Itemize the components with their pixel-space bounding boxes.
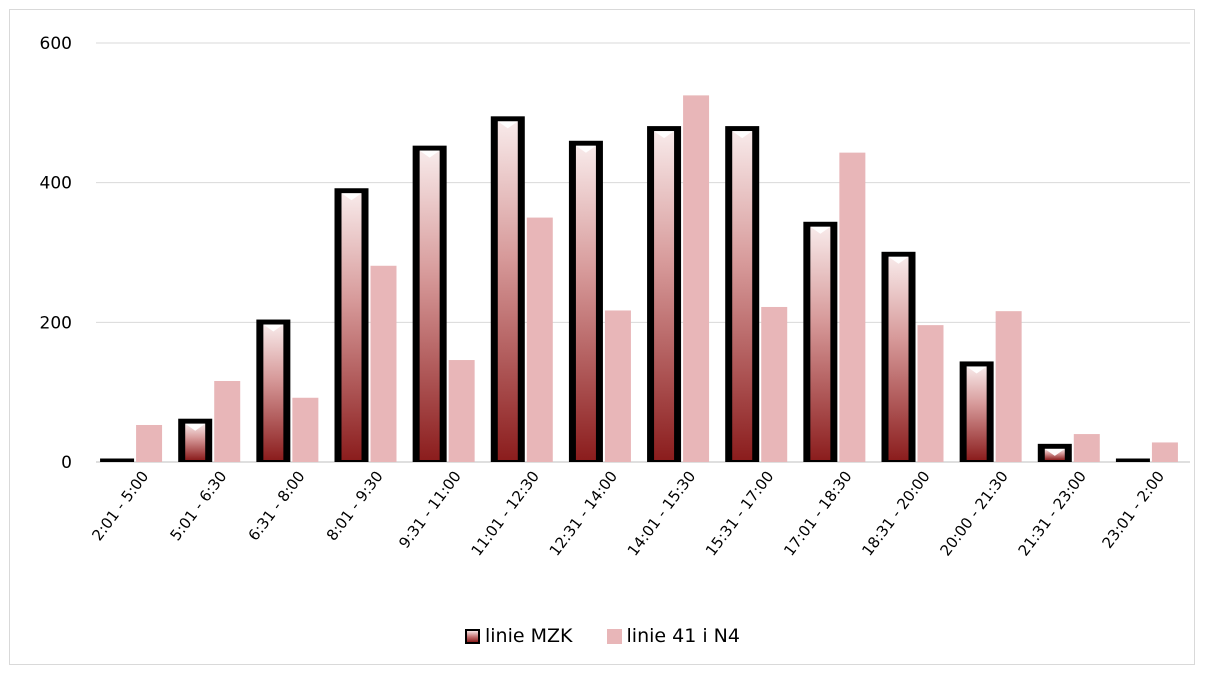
- bar-linie-mzk-fill: [810, 226, 831, 460]
- x-tick-label: 2:01 - 5:00: [88, 468, 152, 545]
- x-tick-label: 9:31 - 11:00: [395, 468, 465, 552]
- legend-item-41-n4: linie 41 i N4: [606, 625, 740, 647]
- bar-linie-41-n4: [448, 360, 475, 462]
- bar-linie-mzk-fill: [966, 366, 987, 460]
- x-tick-label: 11:01 - 12:30: [468, 468, 543, 560]
- bar-linie-mzk-fill: [185, 423, 206, 460]
- bar-linie-mzk-fill: [654, 131, 675, 460]
- bar-linie-41-n4: [1073, 434, 1100, 462]
- bar-linie-mzk-fill: [888, 256, 909, 460]
- bar-linie-mzk-bevel: [966, 366, 987, 374]
- bar-linie-41-n4: [526, 217, 553, 462]
- legend: linie MZK linie 41 i N4: [0, 625, 1205, 649]
- bar-linie-mzk-bevel: [419, 150, 440, 158]
- x-tick-label: 15:31 - 17:00: [702, 468, 777, 560]
- bar-linie-mzk-bevel: [1044, 448, 1065, 456]
- bar-linie-mzk-bevel: [575, 145, 596, 153]
- x-tick-label: 23:01 - 2:00: [1098, 468, 1168, 552]
- bar-chart: 0 200 400 600 2:01 - 5:00 5:01 - 6:30 6:31 - …: [40, 34, 1190, 560]
- bar-linie-41-n4: [604, 310, 631, 462]
- bars: [100, 95, 1178, 462]
- bar-linie-41-n4: [214, 380, 241, 462]
- x-tick-label: 12:31 - 14:00: [546, 468, 621, 560]
- bar-linie-41-n4: [839, 152, 866, 462]
- bar-linie-41-n4: [370, 265, 397, 462]
- x-tick-label: 5:01 - 6:30: [166, 468, 230, 545]
- x-axis-labels: 2:01 - 5:00 5:01 - 6:30 6:31 - 8:00 8:01 - …: [88, 468, 1168, 560]
- bar-linie-mzk-bevel: [810, 226, 831, 234]
- x-tick-label: 6:31 - 8:00: [245, 468, 309, 545]
- legend-swatch-mzk: [465, 628, 480, 644]
- bar-linie-mzk-bevel: [341, 193, 362, 201]
- y-tick-label: 600: [40, 34, 72, 54]
- bar-linie-mzk: [100, 458, 135, 462]
- bar-linie-mzk-fill: [575, 145, 596, 460]
- bar-linie-41-n4: [917, 325, 944, 462]
- bar-linie-mzk-bevel: [654, 131, 675, 139]
- bar-linie-mzk-bevel: [497, 121, 518, 129]
- legend-swatch-41-n4: [606, 628, 622, 644]
- y-axis-ticks: 0 200 400 600: [40, 34, 72, 473]
- bar-linie-41-n4: [136, 424, 163, 462]
- bar-linie-mzk-fill: [341, 193, 362, 460]
- bar-linie-mzk-bevel: [263, 324, 284, 332]
- bar-linie-mzk: [1115, 458, 1150, 462]
- x-tick-label: 14:01 - 15:30: [624, 468, 699, 560]
- bar-linie-41-n4: [292, 397, 319, 462]
- x-tick-label: 21:31 - 23:00: [1015, 468, 1090, 560]
- x-tick-label: 18:31 - 20:00: [858, 468, 933, 560]
- y-tick-label: 400: [40, 174, 72, 194]
- bar-linie-mzk-fill: [732, 131, 753, 460]
- bar-linie-mzk-fill: [497, 121, 518, 460]
- bar-linie-41-n4: [1151, 442, 1178, 462]
- bar-linie-41-n4: [683, 95, 710, 462]
- bar-linie-41-n4: [761, 306, 788, 462]
- y-tick-label: 200: [40, 313, 72, 333]
- bar-linie-mzk-bevel: [888, 256, 909, 264]
- bar-linie-mzk-fill: [419, 150, 440, 460]
- legend-label-41-n4: linie 41 i N4: [626, 625, 740, 647]
- x-tick-label: 8:01 - 9:30: [323, 468, 387, 545]
- bar-linie-41-n4: [995, 311, 1022, 462]
- x-tick-label: 20:00 - 21:30: [936, 468, 1011, 560]
- legend-item-mzk: linie MZK: [465, 625, 572, 647]
- bar-linie-mzk-bevel: [732, 131, 753, 139]
- x-tick-label: 17:01 - 18:30: [780, 468, 855, 560]
- bar-linie-mzk-fill: [263, 324, 284, 460]
- bar-linie-mzk-bevel: [185, 423, 206, 431]
- y-tick-label: 0: [61, 453, 72, 473]
- legend-label-mzk: linie MZK: [485, 625, 573, 647]
